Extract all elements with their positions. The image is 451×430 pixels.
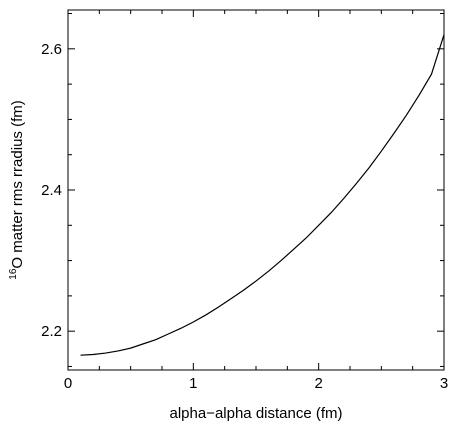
ticks	[67, 10, 445, 370]
y-axis-label: 16O matter rms rradius (fm)	[8, 100, 26, 279]
x-tick-label: 1	[189, 375, 197, 392]
y-tick-label: 2.2	[41, 323, 62, 340]
y-tick-label: 2.4	[41, 182, 62, 199]
plot-frame	[67, 9, 445, 371]
x-tick-label: 0	[64, 375, 72, 392]
tick-labels: 0 1 2 3 2.2 2.4 2.6	[41, 41, 448, 392]
y-axis-label-superscript: 16	[8, 268, 19, 280]
x-tick-label: 3	[440, 375, 448, 392]
data-curve	[80, 34, 445, 356]
x-axis-label: alpha−alpha distance (fm)	[169, 405, 342, 422]
y-tick-label: 2.6	[41, 41, 62, 58]
y-axis-label-text: O matter rms rradius (fm)	[9, 100, 26, 268]
x-tick-label: 2	[314, 375, 322, 392]
